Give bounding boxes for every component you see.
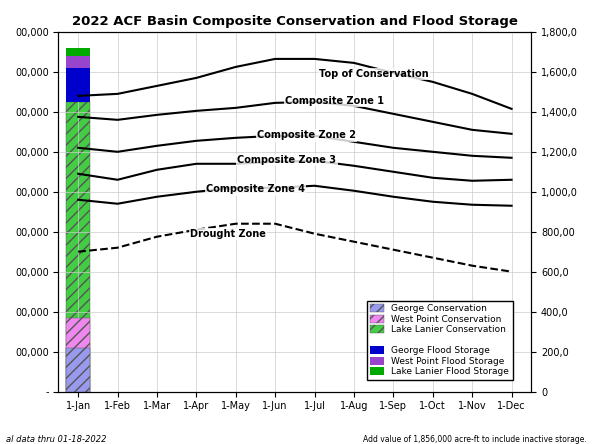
Text: Top of Conservation: Top of Conservation [319,69,429,79]
Title: 2022 ACF Basin Composite Conservation and Flood Storage: 2022 ACF Basin Composite Conservation an… [72,15,518,28]
Bar [66,348,90,392]
Legend: George Conservation, West Point Conservation, Lake Lanier Conservation, , George: George Conservation, West Point Conserva… [366,301,512,380]
Text: Composite Zone 1: Composite Zone 1 [285,96,384,106]
Bar [66,68,90,102]
Text: Add value of 1,856,000 acre-ft to include inactive storage.: Add value of 1,856,000 acre-ft to includ… [364,435,587,444]
Text: Composite Zone 3: Composite Zone 3 [237,155,336,165]
Bar [66,56,90,68]
Bar [66,102,90,392]
Bar [66,48,90,56]
Text: Drought Zone: Drought Zone [190,229,266,239]
Bar [66,317,90,392]
Text: Composite Zone 2: Composite Zone 2 [257,131,356,140]
Text: Composite Zone 4: Composite Zone 4 [206,184,305,194]
Text: al data thru 01-18-2022: al data thru 01-18-2022 [6,435,106,444]
